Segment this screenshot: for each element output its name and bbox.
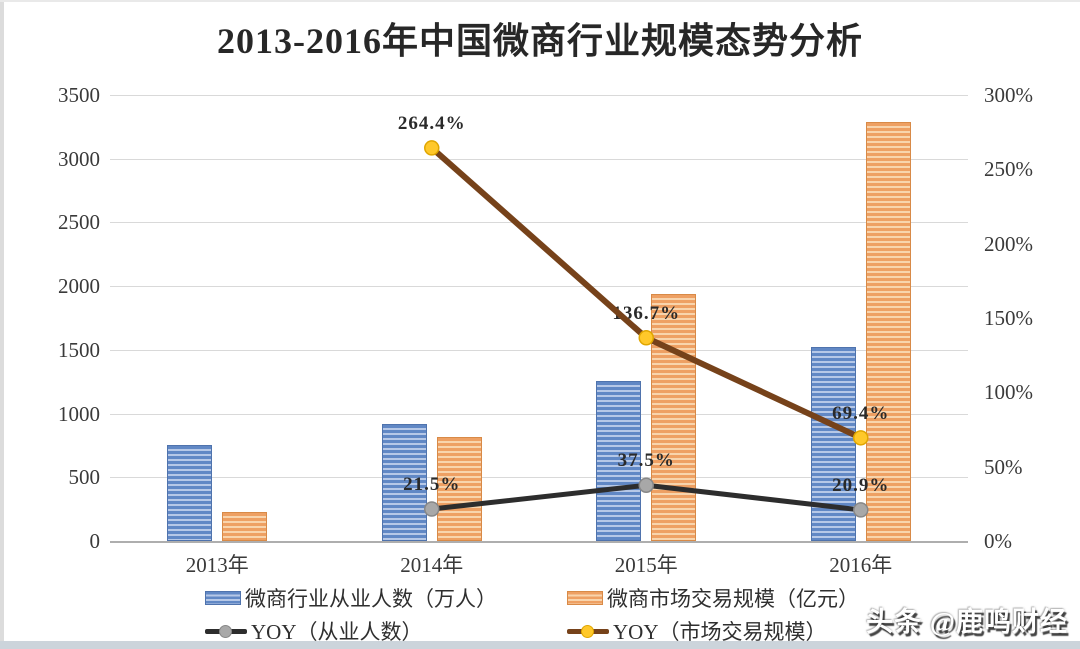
left-axis-tick-label: 3000: [58, 146, 100, 171]
legend-label: 微商行业从业人数（万人）: [245, 587, 497, 611]
legend-marker-dot: [581, 625, 594, 638]
legend-label: 微商市场交易规模（亿元）: [607, 587, 859, 611]
right-axis-tick-label: 0%: [984, 529, 1012, 553]
x-axis-category-label: 2015年: [614, 553, 678, 577]
x-axis-line: [110, 541, 968, 543]
legend-item-yoy-market: YOY（市场交易规模）: [567, 620, 827, 644]
chart-title: 2013-2016年中国微商行业规模态势分析: [217, 21, 863, 61]
bar-employees: [381, 424, 427, 541]
right-axis-tick-label: 50%: [984, 454, 1023, 479]
legend-swatch: [567, 623, 609, 639]
legend-marker-dot: [219, 625, 232, 638]
watermark: 头条 @鹿鸣财经: [866, 600, 1068, 639]
left-axis-tick-label: 2000: [58, 274, 100, 299]
legend-label: YOY（从业人数）: [251, 620, 423, 644]
legend-swatch: [567, 591, 603, 605]
right-axis-tick-label: 300%: [984, 83, 1033, 107]
top-edge: [0, 0, 1080, 2]
left-axis-tick-label: 0: [89, 529, 101, 553]
bar-employees: [167, 445, 213, 541]
x-axis-category-label: 2014年: [400, 553, 464, 577]
bar-market-scale: [222, 512, 268, 541]
data-label: 264.4%: [397, 112, 466, 134]
watermark-text: 头条 @鹿鸣财经: [866, 607, 1068, 637]
legend-item-yoy-employees: YOY（从业人数）: [205, 620, 423, 644]
legend-item-market-bar: 微商市场交易规模（亿元）: [567, 587, 859, 611]
x-axis-category-label: 2016年: [829, 553, 893, 577]
left-axis-tick-label: 500: [68, 465, 101, 490]
legend-item-employees-bar: 微商行业从业人数（万人）: [205, 587, 497, 611]
left-axis-tick-label: 3500: [58, 83, 100, 107]
legend-swatch: [205, 623, 247, 639]
right-axis-tick-label: 100%: [984, 380, 1033, 405]
right-axis-tick-label: 200%: [984, 231, 1033, 256]
data-label: 37.5%: [617, 450, 675, 472]
legend-label: YOY（市场交易规模）: [613, 620, 827, 644]
left-axis-tick-label: 1000: [58, 401, 100, 426]
left-axis-tick-label: 2500: [58, 210, 100, 235]
right-axis-tick-label: 250%: [984, 157, 1033, 182]
bar-market-scale: [865, 122, 911, 541]
x-axis-category-label: 2013年: [185, 553, 249, 577]
bottom-edge: [0, 641, 1080, 649]
right-axis-tick-label: 150%: [984, 306, 1033, 330]
gridline: [110, 477, 968, 479]
left-edge: [0, 0, 4, 649]
legend-swatch: [205, 591, 241, 605]
left-axis-tick-label: 1500: [58, 337, 100, 362]
gridline: [110, 95, 968, 96]
